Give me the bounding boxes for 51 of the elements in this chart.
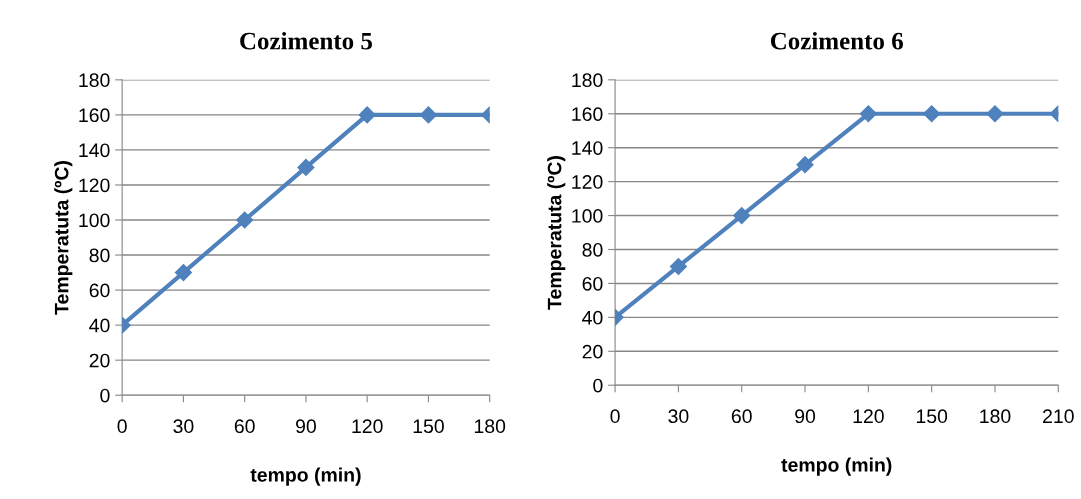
- y-tick-label: 40: [89, 318, 110, 333]
- x-tick-label: 180: [474, 419, 506, 434]
- y-tick-label: 120: [79, 178, 110, 193]
- x-tick-label: 210: [1043, 409, 1074, 424]
- y-axis-title: Temperatuta (ºC): [547, 156, 566, 310]
- y-tick-label: 180: [79, 73, 110, 88]
- x-tick-label: 120: [352, 419, 383, 434]
- y-tick-label: 20: [89, 353, 110, 368]
- y-tick-label: 160: [79, 108, 110, 123]
- y-tick-label: 80: [89, 248, 110, 263]
- y-tick-label: 20: [582, 344, 603, 359]
- point: [859, 105, 877, 123]
- y-axis-title: Temperatuta (ºC): [54, 161, 73, 315]
- y-tick-label: 180: [572, 73, 603, 88]
- x-tick-label: 150: [413, 419, 444, 434]
- y-tick-label: 140: [79, 143, 110, 158]
- x-tick-label: 150: [916, 409, 948, 424]
- x-tick-label: 60: [234, 419, 255, 434]
- x-tick-label: 0: [610, 409, 620, 424]
- y-tick-label: 60: [582, 276, 603, 291]
- y-tick-label: 0: [593, 378, 603, 393]
- x-tick-label: 120: [853, 409, 884, 424]
- y-tick-label: 0: [100, 388, 110, 403]
- point: [236, 211, 254, 229]
- point: [297, 158, 315, 176]
- point: [669, 257, 687, 276]
- y-tick-label: 140: [572, 141, 603, 155]
- x-axis-title: tempo (min): [250, 467, 361, 486]
- x-tick-label: 30: [668, 409, 689, 424]
- x-axis-title: tempo (min): [781, 457, 892, 476]
- point: [419, 106, 437, 124]
- y-tick-label: 60: [89, 283, 110, 298]
- point: [986, 105, 1004, 123]
- y-tick-label: 160: [572, 107, 603, 122]
- point: [796, 156, 814, 174]
- x-tick-label: 90: [795, 409, 816, 424]
- x-tick-label: 0: [117, 419, 127, 434]
- y-tick-label: 80: [582, 242, 603, 257]
- x-tick-label: 30: [173, 419, 194, 434]
- x-tick-label: 180: [980, 409, 1011, 424]
- x-tick-label: 60: [731, 409, 752, 424]
- point: [733, 207, 751, 225]
- y-tick-label: 120: [572, 175, 603, 189]
- x-tick-label: 90: [296, 419, 316, 434]
- y-tick-label: 100: [572, 209, 603, 223]
- y-tick-label: 100: [79, 213, 110, 228]
- chart-title: Cozimento 5: [240, 31, 373, 50]
- y-tick-label: 40: [582, 310, 603, 325]
- chart-title: Cozimento 6: [770, 31, 903, 50]
- point: [923, 105, 941, 123]
- point: [358, 106, 376, 124]
